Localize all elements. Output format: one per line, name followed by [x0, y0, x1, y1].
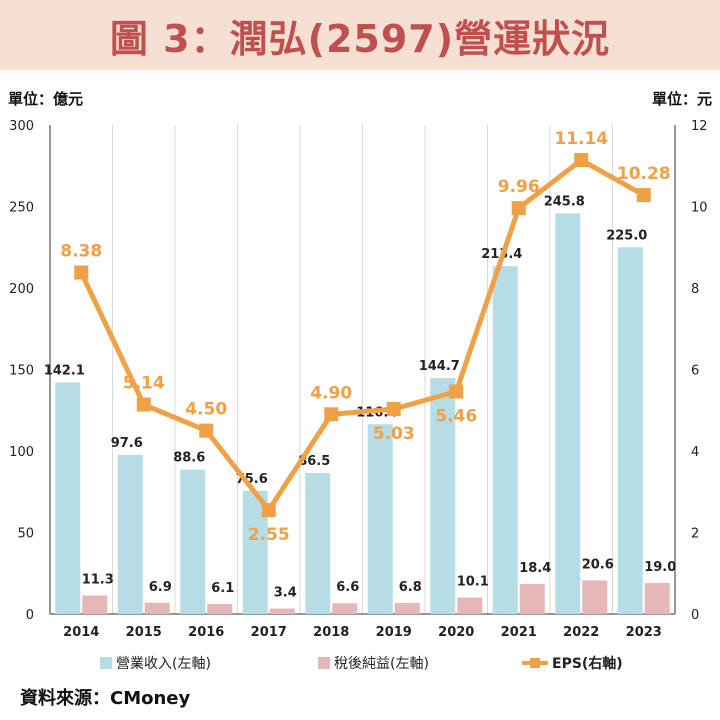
revenue-bar: [55, 382, 81, 614]
eps-data-label: 11.14: [554, 129, 608, 149]
title-banner: 圖 3：潤弘(2597)營運狀況: [0, 0, 720, 70]
x-tick-label: 2019: [376, 625, 412, 640]
x-tick-label: 2023: [626, 625, 662, 640]
left-axis-unit: 單位：億元: [8, 90, 84, 108]
legend-swatch-revenue: [100, 657, 112, 669]
net-income-bar: [519, 584, 545, 614]
eps-data-label: 2.55: [248, 525, 290, 545]
revenue-bar: [617, 247, 643, 614]
left-tick-label: 250: [9, 201, 34, 216]
x-tick-label: 2017: [251, 625, 287, 640]
legend-label-revenue: 營業收入(左軸): [116, 656, 211, 672]
eps-data-label: 4.50: [185, 400, 227, 420]
eps-data-label: 8.38: [60, 242, 102, 262]
net-income-bar: [144, 602, 170, 614]
net-income-data-label: 18.4: [519, 561, 551, 576]
net-income-bar: [207, 604, 233, 614]
revenue-data-label: 144.7: [419, 359, 460, 374]
net-income-data-label: 6.8: [399, 580, 422, 595]
eps-marker: [324, 407, 339, 422]
eps-data-label: 5.14: [123, 374, 165, 394]
left-tick-label: 200: [9, 282, 34, 297]
right-tick-label: 6: [691, 364, 699, 379]
net-income-bar: [644, 583, 670, 614]
net-income-data-label: 6.9: [149, 580, 172, 595]
revenue-bar: [117, 454, 143, 614]
revenue-data-label: 245.8: [544, 194, 585, 209]
revenue-data-label: 88.6: [173, 451, 205, 466]
source-note: 資料來源：CMoney: [20, 688, 191, 709]
eps-marker: [261, 503, 276, 518]
net-income-bar: [332, 603, 358, 614]
eps-data-label: 10.28: [617, 164, 671, 184]
left-tick-label: 50: [17, 527, 34, 542]
legend-label-eps: EPS(右軸): [552, 655, 623, 672]
eps-data-label: 9.96: [498, 177, 540, 197]
eps-marker: [199, 423, 214, 438]
eps-marker: [74, 265, 89, 280]
left-tick-label: 300: [9, 119, 34, 134]
x-tick-label: 2016: [188, 625, 224, 640]
eps-marker: [449, 384, 464, 399]
right-tick-label: 8: [691, 282, 699, 297]
net-income-data-label: 3.4: [274, 585, 297, 600]
net-income-data-label: 10.1: [457, 575, 489, 590]
revenue-data-label: 225.0: [606, 228, 647, 243]
x-tick-label: 2018: [313, 625, 349, 640]
x-tick-label: 2022: [563, 625, 599, 640]
eps-marker: [574, 153, 589, 168]
revenue-data-label: 142.1: [44, 363, 85, 378]
legend-label-net-income: 稅後純益(左軸): [334, 656, 429, 672]
revenue-data-label: 97.6: [111, 436, 143, 451]
eps-data-label: 4.90: [310, 383, 352, 403]
right-tick-label: 0: [691, 608, 699, 623]
revenue-bar: [492, 266, 518, 614]
revenue-bar: [367, 424, 393, 614]
left-tick-label: 100: [9, 445, 34, 460]
right-tick-label: 2: [691, 527, 699, 542]
right-axis-unit: 單位：元: [651, 90, 712, 108]
left-tick-label: 0: [26, 608, 34, 623]
net-income-data-label: 20.6: [582, 557, 614, 572]
eps-marker: [136, 397, 151, 412]
legend-swatch-net-income: [318, 657, 330, 669]
net-income-bar: [582, 580, 608, 614]
revenue-data-label: 86.5: [298, 454, 330, 469]
eps-data-label: 5.03: [373, 424, 415, 444]
net-income-data-label: 11.3: [82, 573, 114, 588]
x-tick-label: 2021: [501, 625, 537, 640]
left-tick-label: 150: [9, 364, 34, 379]
net-income-bar: [457, 597, 483, 614]
revenue-bar: [555, 213, 581, 614]
eps-marker: [386, 402, 401, 417]
revenue-bar: [180, 469, 206, 614]
net-income-data-label: 6.6: [336, 580, 359, 595]
right-tick-label: 4: [691, 445, 699, 460]
revenue-bar: [430, 378, 456, 614]
x-tick-label: 2015: [126, 625, 162, 640]
right-tick-label: 12: [691, 119, 708, 134]
net-income-data-label: 19.0: [644, 560, 676, 575]
x-tick-label: 2014: [63, 625, 99, 640]
net-income-bar: [394, 602, 420, 614]
chart-title: 圖 3：潤弘(2597)營運狀況: [109, 16, 611, 61]
legend-marker-eps: [530, 658, 540, 668]
right-tick-label: 10: [691, 201, 708, 216]
eps-data-label: 5.46: [435, 407, 477, 427]
net-income-data-label: 6.1: [211, 581, 234, 596]
eps-marker: [511, 201, 526, 216]
eps-line: [78, 157, 645, 513]
eps-marker: [636, 188, 651, 203]
net-income-bar: [82, 595, 108, 614]
revenue-bar: [305, 473, 331, 614]
x-tick-label: 2020: [438, 625, 474, 640]
net-income-bar: [269, 608, 295, 614]
